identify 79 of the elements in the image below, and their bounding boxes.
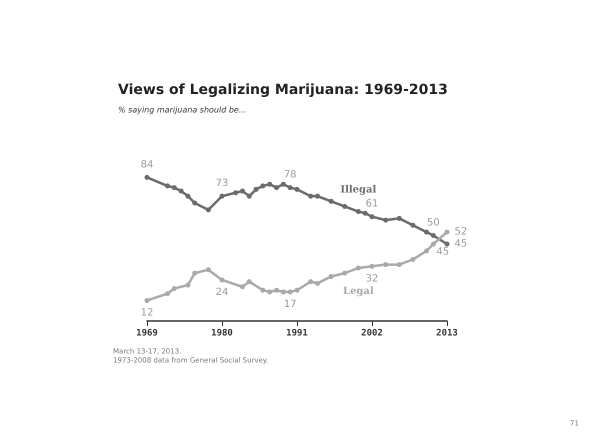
x-tick-label: 2002: [361, 328, 383, 338]
x-tick-label: 1991: [286, 328, 308, 338]
data-label: 45: [454, 238, 468, 250]
point: [444, 242, 450, 247]
point: [328, 198, 334, 204]
data-label: 52: [454, 226, 468, 238]
data-label: 61: [366, 198, 378, 210]
data-label: 24: [216, 286, 228, 298]
data-label: 73: [216, 178, 228, 190]
point: [370, 214, 374, 220]
point: [240, 284, 245, 290]
point: [206, 207, 211, 212]
point: [280, 289, 286, 294]
point: [267, 289, 272, 294]
data-label: 45: [436, 246, 450, 258]
point: [410, 256, 416, 262]
point: [314, 280, 320, 286]
point: [410, 222, 416, 228]
point: [185, 282, 190, 288]
point: [233, 190, 238, 196]
point: [164, 291, 170, 296]
point: [192, 200, 198, 206]
point: [396, 216, 402, 221]
point: [144, 174, 150, 180]
point: [192, 270, 198, 276]
data-label: 17: [284, 298, 297, 310]
point: [370, 264, 374, 269]
point: [356, 209, 361, 214]
data-label: 84: [140, 159, 154, 170]
point: [280, 182, 286, 187]
series-label: Illegal: [340, 184, 377, 196]
point: [288, 185, 293, 190]
point: [206, 267, 211, 272]
point: [356, 265, 361, 270]
series-label: Legal: [343, 286, 374, 297]
point: [342, 270, 348, 276]
point: [274, 288, 280, 293]
point: [424, 230, 430, 235]
point: [172, 286, 177, 292]
point: [424, 248, 430, 254]
point: [314, 194, 320, 199]
point: [294, 186, 300, 192]
point: [254, 186, 259, 192]
x-tick-label: 1969: [136, 328, 158, 338]
data-label: 50: [426, 218, 440, 228]
point: [308, 194, 314, 199]
point: [342, 204, 348, 209]
chart-title: Views of Legalizing Marijuana: 1969-2013: [118, 82, 448, 98]
point: [246, 279, 252, 284]
point: [267, 182, 272, 187]
point: [240, 188, 245, 194]
point: [144, 298, 150, 303]
point: [260, 288, 266, 293]
data-label: 78: [284, 170, 297, 181]
point: [220, 277, 224, 282]
point: [383, 218, 388, 223]
point: [308, 279, 314, 284]
point: [220, 194, 224, 199]
chart-subtitle: % saying marijuana should be...: [118, 106, 246, 114]
point: [288, 289, 293, 294]
point: [178, 188, 184, 194]
x-tick-label: 2013: [436, 328, 458, 338]
point: [164, 183, 170, 188]
point: [294, 288, 300, 293]
point: [362, 210, 368, 216]
point: [430, 242, 436, 247]
data-label: 12: [140, 307, 154, 318]
point: [246, 194, 252, 199]
point: [396, 262, 402, 268]
point: [328, 274, 334, 280]
point: [185, 194, 190, 199]
point: [430, 233, 436, 238]
x-tick-label: 1980: [211, 328, 233, 338]
point: [172, 185, 177, 190]
point: [383, 262, 388, 268]
data-label: 32: [366, 273, 378, 284]
point: [444, 230, 450, 235]
point: [260, 183, 266, 188]
point: [274, 185, 280, 190]
